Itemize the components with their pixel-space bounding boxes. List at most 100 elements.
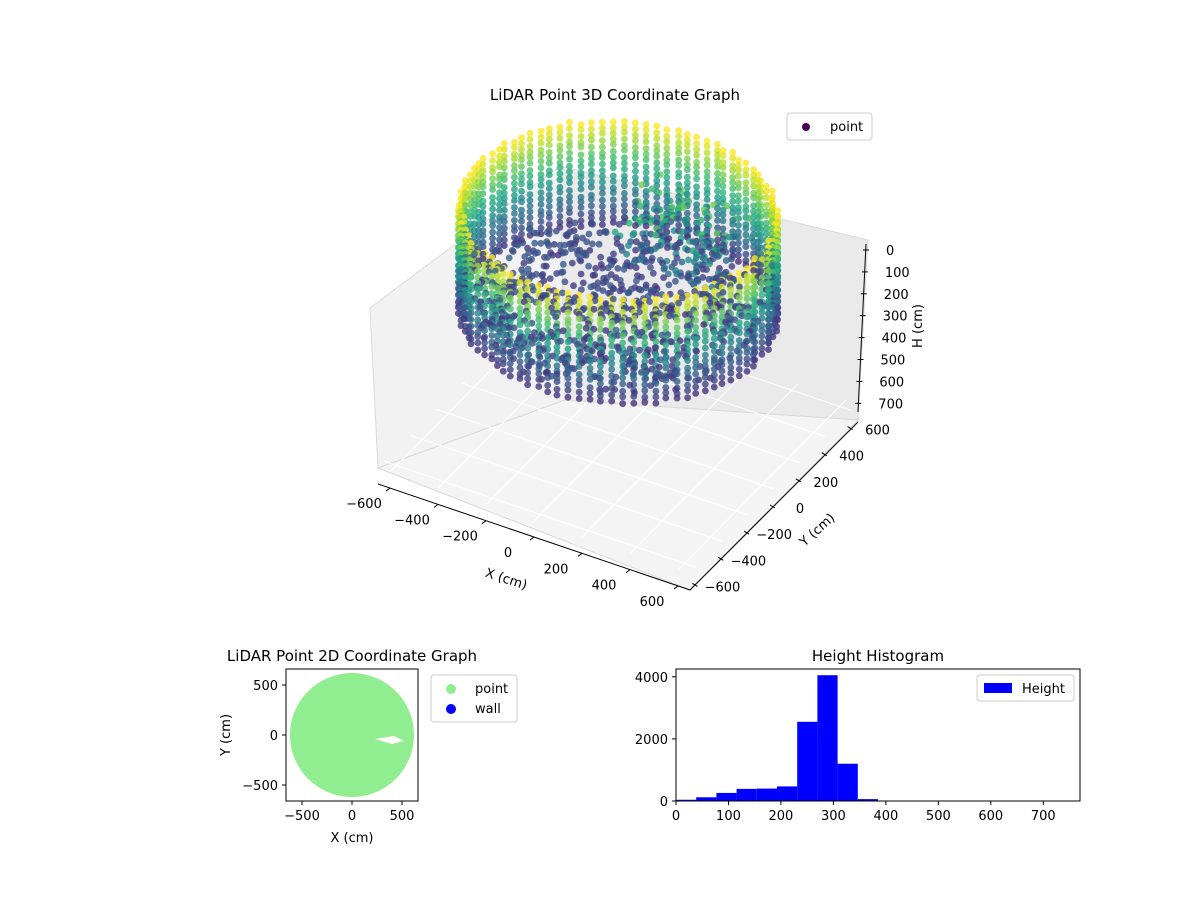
- point-3d: [653, 135, 661, 143]
- point-3d: [632, 190, 639, 198]
- point-3d: [758, 350, 766, 358]
- point-3d: [575, 323, 583, 330]
- point-3d: [588, 196, 595, 203]
- point-3d: [614, 265, 622, 272]
- point-3d: [479, 173, 487, 181]
- point-3d: [609, 130, 617, 137]
- point-3d: [500, 176, 508, 184]
- point-3d: [693, 158, 700, 166]
- point-3d: [586, 376, 594, 383]
- point-3d: [608, 360, 616, 368]
- point-3d: [586, 390, 594, 397]
- point-3d: [638, 181, 646, 189]
- point-3d: [590, 305, 598, 313]
- x-tick-label-1: −400: [394, 513, 430, 528]
- x-tick-3: [529, 536, 535, 541]
- point-3d: [642, 138, 650, 146]
- point-3d: [545, 221, 553, 228]
- point-3d: [577, 151, 585, 159]
- point-3d: [537, 230, 545, 238]
- point-3d: [489, 181, 496, 189]
- point-3d: [719, 206, 727, 214]
- point-3d: [488, 283, 496, 290]
- point-3d: [592, 264, 600, 272]
- point-3d: [537, 146, 545, 154]
- y-tick-1: [718, 556, 724, 561]
- point-3d: [652, 231, 659, 239]
- point-3d: [714, 163, 721, 170]
- point-3d: [633, 238, 640, 246]
- legend-2d: point wall: [430, 674, 518, 723]
- ticks-2d: −500 −500 0 0 500 500: [242, 679, 414, 824]
- point-3d: [567, 245, 575, 253]
- point-3d: [751, 338, 759, 346]
- point-3d: [575, 297, 583, 305]
- point-3d: [599, 209, 606, 217]
- histogram-bar: [817, 675, 838, 801]
- point-3d: [566, 168, 573, 176]
- y-tick-label-3: 0: [796, 502, 804, 517]
- point-3d: [577, 270, 585, 278]
- point-3d: [710, 328, 718, 336]
- point-3d: [632, 119, 639, 127]
- point-3d: [461, 201, 469, 209]
- point-3d: [526, 136, 534, 143]
- legend-histogram-swatch: [984, 683, 1012, 693]
- point-3d: [564, 381, 572, 388]
- point-3d: [745, 214, 753, 222]
- point-3d: [675, 149, 683, 157]
- point-3d: [564, 393, 572, 401]
- point-3d: [750, 351, 757, 359]
- point-3d: [647, 264, 654, 271]
- point-3d: [588, 202, 595, 210]
- point-3d: [588, 125, 595, 133]
- point-3d: [703, 142, 711, 150]
- point-3d: [758, 332, 766, 340]
- point-3d: [597, 392, 604, 400]
- point-3d: [742, 166, 750, 174]
- point-3d: [693, 212, 700, 220]
- point-3d: [599, 215, 606, 222]
- point-3d: [621, 146, 628, 154]
- point-3d: [544, 315, 552, 323]
- point-3d: [479, 178, 487, 186]
- point-3d: [467, 335, 475, 343]
- point-3d: [765, 339, 772, 347]
- point-3d: [619, 332, 627, 339]
- point-3d: [526, 225, 533, 233]
- point-3d: [577, 157, 585, 165]
- point-3d: [599, 124, 606, 132]
- point-3d: [663, 138, 671, 146]
- x-tick-5: [625, 569, 631, 574]
- point-3d: [535, 306, 543, 314]
- point-3d: [564, 345, 572, 353]
- point-3d: [582, 324, 590, 332]
- point-3d: [588, 119, 595, 126]
- point-3d: [516, 345, 524, 353]
- point-3d: [537, 151, 545, 159]
- point-3d: [647, 382, 655, 389]
- point-3d: [479, 203, 487, 210]
- point-3d: [703, 266, 710, 273]
- point-3d: [494, 348, 501, 356]
- point-3d: [609, 153, 617, 161]
- point-3d: [662, 376, 670, 384]
- point-3d: [719, 225, 727, 233]
- point-3d: [719, 171, 727, 179]
- point-3d: [642, 175, 650, 183]
- point-3d: [664, 270, 672, 278]
- point-3d: [619, 374, 627, 382]
- point-3d: [710, 342, 718, 349]
- point-3d: [556, 128, 564, 136]
- point-3d: [564, 320, 572, 328]
- point-3d: [728, 255, 735, 263]
- point-3d: [608, 336, 616, 344]
- point-3d: [526, 153, 534, 161]
- point-3d: [692, 354, 700, 361]
- point-3d: [729, 209, 737, 217]
- point-3d: [474, 339, 482, 347]
- point-3d: [526, 197, 534, 204]
- point-3d: [762, 220, 770, 227]
- point-3d: [544, 309, 552, 316]
- point-3d: [765, 292, 772, 299]
